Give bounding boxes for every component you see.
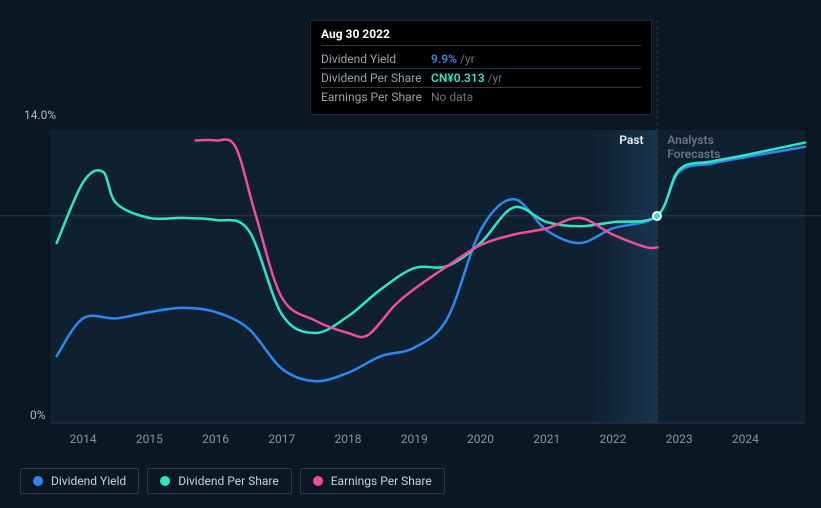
x-tick-label: 2023 xyxy=(666,432,693,446)
legend-swatch xyxy=(313,476,323,486)
x-tick-label: 2019 xyxy=(401,432,428,446)
past-label: Past xyxy=(619,133,643,147)
x-tick-label: 2014 xyxy=(70,432,97,446)
legend-label: Dividend Yield xyxy=(51,474,126,488)
y-label-min: 0% xyxy=(30,408,46,422)
tooltip-row-label: Earnings Per Share xyxy=(321,90,431,104)
tooltip-row-label: Dividend Per Share xyxy=(321,71,431,85)
tooltip-row: Dividend Per ShareCN¥0.313/yr xyxy=(321,69,641,88)
tooltip-date: Aug 30 2022 xyxy=(321,27,641,46)
x-tick-label: 2020 xyxy=(467,432,494,446)
legend-label: Earnings Per Share xyxy=(331,474,432,488)
x-tick-label: 2021 xyxy=(533,432,560,446)
hover-tooltip: Aug 30 2022 Dividend Yield9.9%/yrDividen… xyxy=(310,20,652,115)
legend-item[interactable]: Dividend Yield xyxy=(20,468,139,494)
tooltip-row-nodata: No data xyxy=(431,90,473,104)
legend-swatch xyxy=(33,476,43,486)
tooltip-row: Dividend Yield9.9%/yr xyxy=(321,50,641,69)
tooltip-row-value: CN¥0.313 xyxy=(431,71,485,85)
tooltip-row-unit: /yr xyxy=(460,52,475,66)
x-tick-label: 2024 xyxy=(732,432,759,446)
x-tick-label: 2017 xyxy=(268,432,295,446)
tooltip-row-unit: /yr xyxy=(488,71,503,85)
chart-legend: Dividend Yield Dividend Per Share Earnings… xyxy=(20,468,445,494)
legend-item[interactable]: Dividend Per Share xyxy=(147,468,292,494)
y-label-max: 14.0% xyxy=(24,108,56,122)
x-tick-label: 2016 xyxy=(202,432,229,446)
legend-item[interactable]: Earnings Per Share xyxy=(300,468,445,494)
x-tick-label: 2022 xyxy=(599,432,626,446)
tooltip-row: Earnings Per ShareNo data xyxy=(321,88,641,106)
tooltip-row-label: Dividend Yield xyxy=(321,52,431,66)
legend-label: Dividend Per Share xyxy=(178,474,279,488)
tooltip-row-value: 9.9% xyxy=(431,52,457,66)
forecast-label: Analysts Forecasts xyxy=(667,133,720,161)
chart-root: 14.0% 0% 2014 2015 2016 2017 2018 2019 2020 202… xyxy=(0,0,821,508)
x-tick-label: 2018 xyxy=(335,432,362,446)
legend-swatch xyxy=(160,476,170,486)
hover-marker-dot xyxy=(652,211,662,221)
x-tick-label: 2015 xyxy=(136,432,163,446)
